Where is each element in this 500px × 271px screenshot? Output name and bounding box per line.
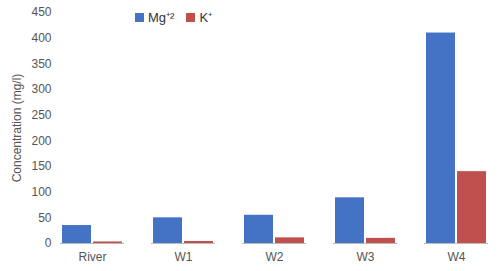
svg-text:W1: W1 bbox=[175, 250, 193, 264]
svg-text:450: 450 bbox=[31, 5, 51, 19]
svg-text:River: River bbox=[78, 250, 106, 264]
svg-text:Concentration (mg/l): Concentration (mg/l) bbox=[10, 74, 24, 183]
svg-text:100: 100 bbox=[31, 185, 51, 199]
svg-text:50: 50 bbox=[38, 211, 52, 225]
svg-text:W2: W2 bbox=[266, 250, 284, 264]
svg-text:W3: W3 bbox=[357, 250, 375, 264]
svg-text:300: 300 bbox=[31, 82, 51, 96]
svg-text:350: 350 bbox=[31, 57, 51, 71]
svg-text:150: 150 bbox=[31, 159, 51, 173]
svg-text:0: 0 bbox=[45, 236, 52, 250]
html-text:K⁺: K⁺ bbox=[199, 10, 213, 25]
svg-text:W4: W4 bbox=[448, 250, 466, 264]
svg-text:400: 400 bbox=[31, 31, 51, 45]
html-text:Mg⁺²: Mg⁺² bbox=[148, 10, 175, 25]
svg-text:250: 250 bbox=[31, 108, 51, 122]
svg-text:200: 200 bbox=[31, 134, 51, 148]
